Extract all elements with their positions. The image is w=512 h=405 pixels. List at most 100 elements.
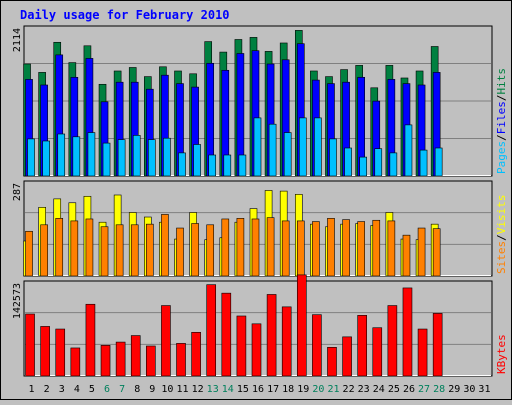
- pages-bar: [238, 154, 247, 177]
- pages-bar: [268, 123, 277, 177]
- sites-bar: [85, 218, 94, 277]
- pages-bar: [329, 138, 337, 177]
- legend-sites-visits: Sites/Visits: [495, 195, 508, 275]
- pages-bar: [434, 147, 443, 177]
- sites-bar: [115, 224, 124, 277]
- kbytes-bar: [40, 326, 50, 377]
- pages-bar: [102, 142, 111, 177]
- sites-bar: [357, 221, 365, 277]
- legend-kbytes: KBytes: [495, 334, 508, 374]
- x-tick-label: 4: [74, 384, 80, 395]
- sites-bar: [296, 220, 305, 277]
- sites-bar: [100, 226, 109, 277]
- sites-bar: [161, 214, 169, 277]
- sites-bar: [25, 230, 33, 277]
- x-tick-label: 28: [433, 384, 445, 395]
- pages-bar: [419, 149, 428, 177]
- kbytes-bar: [327, 346, 337, 377]
- sites-bar: [342, 219, 350, 277]
- y-max-label: 2114: [12, 28, 23, 52]
- pages-bar: [193, 144, 201, 177]
- pages-bar: [283, 132, 292, 177]
- sites-bar: [312, 221, 320, 277]
- pages-bar: [132, 135, 141, 177]
- kbytes-bar: [357, 315, 367, 377]
- x-tick-label: 8: [134, 384, 140, 395]
- x-tick-label: 24: [373, 384, 385, 395]
- pages-bar: [87, 132, 96, 177]
- x-tick-label: 11: [176, 384, 188, 395]
- kbytes-bar: [372, 327, 383, 377]
- x-tick-label: 23: [358, 384, 370, 395]
- x-tick-label: 17: [267, 384, 279, 395]
- kbytes-bar: [25, 313, 35, 377]
- x-tick-label: 7: [119, 384, 125, 395]
- pages-bar: [148, 139, 156, 177]
- chart-title: Daily usage for February 2010: [20, 8, 230, 22]
- kbytes-bar: [115, 341, 126, 377]
- kbytes-bar: [85, 303, 96, 377]
- kbytes-bar: [281, 306, 292, 377]
- pages-bar: [42, 140, 50, 177]
- pages-bar: [223, 154, 232, 177]
- sites-bar: [432, 228, 441, 277]
- sites-bar: [40, 224, 48, 277]
- kbytes-bar: [342, 336, 352, 377]
- kbytes-bar: [432, 313, 443, 377]
- x-tick-label: 15: [237, 384, 249, 395]
- x-tick-label: 9: [149, 384, 155, 395]
- x-tick-label: 6: [104, 384, 110, 395]
- sites-bar: [176, 227, 184, 277]
- x-tick-label: 30: [463, 384, 475, 395]
- sites-bar: [417, 227, 426, 277]
- kbytes-bar: [221, 292, 232, 377]
- legend-entry: Visits: [495, 195, 508, 235]
- x-tick-label: 2: [44, 384, 50, 395]
- sites-bar: [130, 224, 139, 277]
- pages-bar: [208, 154, 217, 177]
- kbytes-bar: [146, 345, 156, 377]
- x-tick-label: 5: [89, 384, 95, 395]
- legend-entry: /: [495, 234, 508, 241]
- pages-bar: [253, 117, 262, 177]
- sites-bar: [206, 224, 215, 277]
- x-tick-label: 10: [161, 384, 173, 395]
- x-tick-label: 3: [59, 384, 65, 395]
- kbytes-bar: [206, 284, 217, 377]
- x-tick-label: 20: [312, 384, 324, 395]
- legend-entry: /: [495, 95, 508, 102]
- kbytes-bar: [191, 331, 201, 377]
- pages-bar: [389, 152, 398, 177]
- legend-entry: Sites: [495, 241, 508, 274]
- sites-bar: [236, 218, 245, 277]
- pages-bar: [298, 117, 307, 177]
- kbytes-bar: [130, 335, 141, 377]
- x-tick-label: 14: [222, 384, 234, 395]
- sites-bar: [70, 220, 79, 277]
- sites-bar: [402, 234, 411, 277]
- kbytes-bar: [236, 315, 247, 377]
- legend-entry: Files: [495, 101, 508, 134]
- legend-entry: KBytes: [495, 334, 508, 374]
- kbytes-bar: [70, 347, 81, 377]
- legend-entry: Hits: [495, 68, 508, 95]
- x-tick-label: 12: [192, 384, 204, 395]
- pages-bar: [57, 133, 66, 177]
- sites-bar: [387, 220, 396, 277]
- x-tick-label: 22: [343, 384, 355, 395]
- x-tick-label: 27: [418, 384, 430, 395]
- y-max-label: 142573: [12, 283, 23, 319]
- sites-bar: [146, 223, 154, 277]
- y-max-label: 287: [12, 183, 23, 201]
- pages-bar: [72, 136, 81, 177]
- pages-bar: [117, 139, 126, 177]
- x-tick-label: 25: [388, 384, 400, 395]
- kbytes-bar: [161, 305, 171, 377]
- x-tick-label: 21: [327, 384, 339, 395]
- kbytes-bar: [55, 328, 66, 377]
- sites-bar: [281, 220, 290, 277]
- sites-bar: [327, 218, 335, 277]
- kbytes-bar: [402, 287, 413, 377]
